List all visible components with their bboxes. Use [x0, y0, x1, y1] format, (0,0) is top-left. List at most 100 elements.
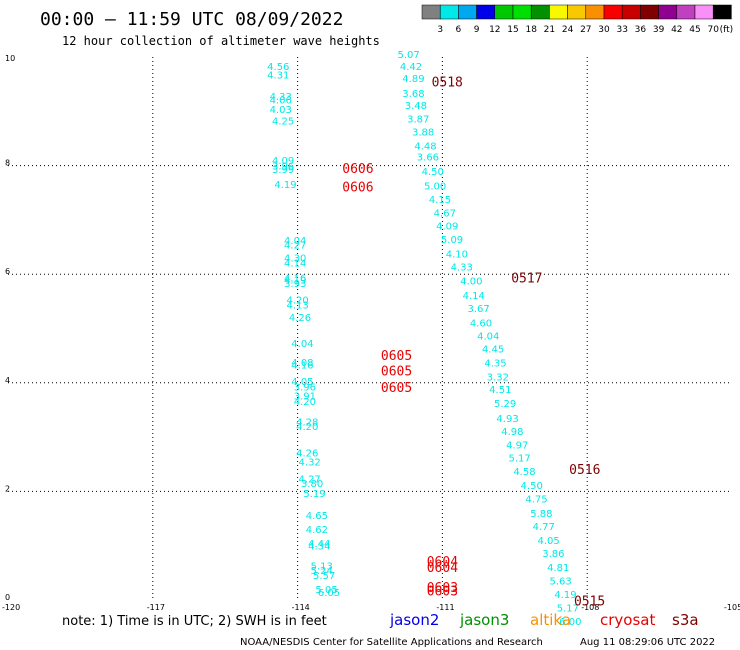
wave-height-value: 4.31: [267, 71, 289, 82]
colorbar-label: 18: [525, 25, 537, 35]
colorbar-swatch: [421, 4, 441, 20]
wave-height-value: 4.34: [308, 542, 330, 553]
colorbar-legend: 3 6 9 12 15 18 21 24 27 30 33 36 39 42 45 70 (ft): [421, 4, 733, 35]
wave-height-value: 4.56: [267, 62, 289, 73]
satellite-label-cryosat: cryosat: [600, 611, 655, 629]
colorbar-swatch: [567, 4, 587, 20]
timestamp-text: Aug 11 08:29:06 UTC 2022: [580, 637, 715, 648]
wave-height-value: 4.26: [289, 313, 311, 324]
pass-time-label: 0605: [381, 349, 412, 364]
satellite-label-jason2: jason2: [389, 611, 439, 629]
y-tick-label: 2: [5, 484, 10, 493]
pass-time-label: 0605: [381, 381, 412, 396]
wave-height-value: 5.29: [494, 399, 516, 410]
wave-height-value: 4.19: [554, 590, 576, 601]
chart-title: 00:00 – 11:59 UTC 08/09/2022: [40, 9, 343, 30]
wave-height-value: 4.67: [434, 209, 456, 220]
pass-time-label: 0606: [342, 181, 373, 196]
pass-time-label: 0516: [569, 463, 600, 478]
colorbar-swatch: [603, 4, 623, 20]
satellite-label-altika: altika: [530, 611, 571, 629]
wave-height-value: 3.96: [272, 161, 294, 172]
wave-height-value: 4.97: [506, 441, 528, 452]
pass-time-label: 0604: [427, 561, 458, 576]
wave-height-value: 3.96: [294, 382, 316, 393]
colorbar-label: 12: [489, 25, 500, 35]
wave-height-value: 4.33: [270, 92, 292, 103]
wave-height-value: 3.99: [272, 165, 294, 176]
pass-time-label: 0517: [511, 271, 542, 286]
colorbar-swatch: [476, 4, 496, 20]
axis-ticks: -120 -117 -114 -111 -108 -105 0 2 4 6 8 10: [2, 54, 740, 612]
wave-height-value: 4.19: [284, 275, 306, 286]
wave-height-value: 3.93: [284, 279, 306, 290]
wave-height-value: 4.48: [414, 141, 436, 152]
time-labels: 0518060606060517060506050605051606040604…: [342, 75, 605, 609]
wave-height-value: 5.09: [441, 235, 463, 246]
colorbar-label: 3: [437, 25, 443, 35]
wave-height-value: 5.19: [303, 489, 325, 500]
wave-height-value: 3.68: [402, 89, 424, 100]
wave-height-value: 4.50: [521, 481, 543, 492]
x-tick-label: -120: [2, 603, 20, 612]
pass-time-label: 0603: [427, 581, 458, 596]
pass-time-label: 0604: [427, 555, 458, 570]
wave-height-value: 4.08: [291, 358, 313, 369]
colorbar-swatch: [694, 4, 714, 20]
wave-height-value: 4.19: [274, 180, 296, 191]
wave-height-value: 4.15: [429, 195, 451, 206]
pass-time-label: 0515: [574, 594, 605, 609]
colorbar-swatch: [512, 4, 532, 20]
colorbar-swatch: [712, 4, 732, 20]
colorbar-swatch: [585, 4, 605, 20]
wave-height-value: 4.89: [402, 74, 424, 85]
wave-height-value: 4.03: [270, 105, 292, 116]
pass-time-label: 0605: [381, 365, 412, 380]
colorbar-swatch: [549, 4, 568, 20]
wave-height-value: 4.81: [547, 563, 569, 574]
colorbar-label: 42: [671, 25, 682, 35]
x-tick-label: -111: [436, 603, 454, 612]
wave-height-value: 4.20: [286, 296, 308, 307]
colorbar-label: 21: [544, 25, 555, 35]
colorbar-swatch: [640, 4, 659, 20]
wave-height-value: 5.00: [424, 181, 446, 192]
x-tick-label: -117: [147, 603, 165, 612]
wave-height-value: 5.24: [311, 566, 333, 577]
colorbar-swatch: [621, 4, 641, 20]
pass-time-label: 0518: [432, 75, 463, 90]
wave-height-value: 3.91: [294, 392, 316, 403]
colorbar-swatch: [494, 4, 514, 20]
credit-text: NOAA/NESDIS Center for Satellite Applica…: [240, 637, 543, 648]
wave-height-value: 4.32: [299, 457, 321, 468]
y-tick-label: 8: [5, 159, 10, 168]
wave-height-value: 4.45: [482, 344, 504, 355]
wave-height-value: 4.00: [460, 277, 482, 288]
wave-height-value: 4.98: [501, 427, 523, 438]
wave-height-value: 5.17: [508, 454, 530, 465]
colorbar-label: 24: [562, 25, 574, 35]
plot-grid: [8, 57, 732, 600]
y-tick-label: 0: [5, 593, 10, 602]
colorbar-label: 36: [635, 25, 647, 35]
wave-height-value: 4.04: [291, 339, 313, 350]
wave-height-value: 5.17: [557, 603, 579, 614]
pass-time-label: 0606: [342, 162, 373, 177]
wave-height-value: 4.20: [296, 422, 318, 433]
wave-height-value: 4.75: [525, 494, 547, 505]
wave-height-value: 3.32: [487, 373, 509, 384]
wave-height-value: 5.13: [311, 562, 333, 573]
wave-height-value: 4.20: [294, 397, 316, 408]
wave-height-value: 4.58: [513, 467, 535, 478]
wave-height-value: 4.05: [291, 377, 313, 388]
satellite-legend: jason2 jason3 altika cryosat s3a: [389, 611, 699, 629]
colorbar-label: 6: [456, 25, 462, 35]
colorbar-label: 45: [689, 25, 700, 35]
wave-height-value: 4.93: [496, 414, 518, 425]
y-tick-label: 6: [5, 267, 10, 276]
colorbar-swatch: [530, 4, 550, 20]
wave-height-value: 4.26: [296, 449, 318, 460]
wave-height-value: 4.77: [533, 522, 555, 533]
wave-height-value: 3.86: [542, 549, 564, 560]
wave-height-value: 4.09: [436, 222, 458, 233]
